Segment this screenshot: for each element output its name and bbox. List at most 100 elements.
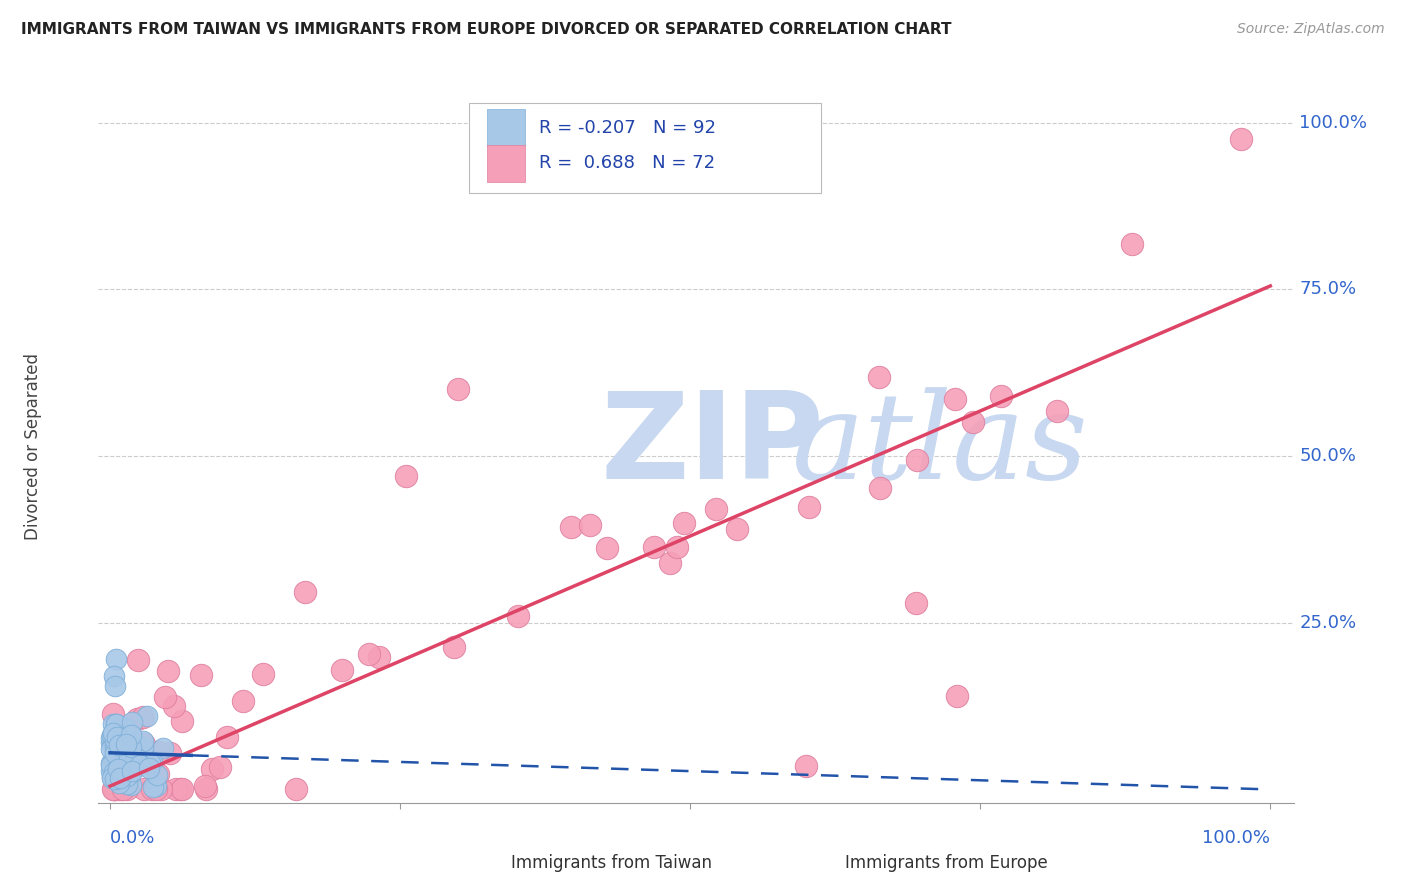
Text: 75.0%: 75.0% <box>1299 280 1357 298</box>
Point <box>142 756 165 771</box>
Point <box>141 781 163 796</box>
Point <box>121 764 143 779</box>
Point <box>447 382 470 396</box>
Point <box>560 520 582 534</box>
Point <box>117 731 139 746</box>
Point <box>104 746 127 760</box>
Point <box>105 760 128 774</box>
Point <box>252 667 274 681</box>
Point <box>103 751 125 765</box>
Point <box>112 781 135 796</box>
Point <box>905 453 928 467</box>
Point <box>157 664 180 678</box>
Text: Divorced or Separated: Divorced or Separated <box>24 352 42 540</box>
Point <box>105 751 128 765</box>
Point <box>104 733 127 747</box>
Point <box>105 728 128 742</box>
Point <box>104 746 127 760</box>
Point <box>990 389 1012 403</box>
Point <box>100 731 122 746</box>
Point <box>103 717 125 731</box>
Point <box>139 756 162 770</box>
Point <box>107 753 129 767</box>
Point <box>104 738 127 752</box>
Point <box>115 777 138 791</box>
Point <box>103 669 125 683</box>
Point <box>107 738 129 752</box>
Text: Source: ZipAtlas.com: Source: ZipAtlas.com <box>1237 22 1385 37</box>
Point <box>1230 132 1253 146</box>
Point <box>799 500 821 514</box>
Point <box>120 728 142 742</box>
Point <box>142 780 165 794</box>
Text: 100.0%: 100.0% <box>1202 830 1270 847</box>
Point <box>107 730 129 744</box>
Point <box>120 742 142 756</box>
Point <box>107 743 129 757</box>
Point <box>101 770 124 784</box>
Point <box>115 740 138 755</box>
Point <box>217 730 239 744</box>
Point <box>111 755 134 769</box>
Point <box>107 776 129 790</box>
Point <box>132 733 155 747</box>
Point <box>643 541 665 555</box>
Point <box>100 756 122 770</box>
Point <box>107 781 129 796</box>
Point <box>110 752 132 766</box>
Point <box>101 707 124 722</box>
Point <box>110 738 132 752</box>
Point <box>103 781 125 796</box>
Point <box>132 748 155 763</box>
Point <box>201 762 224 776</box>
Point <box>145 781 167 796</box>
FancyBboxPatch shape <box>810 849 839 876</box>
Point <box>152 740 174 755</box>
Point <box>330 663 353 677</box>
Point <box>104 781 127 796</box>
Point <box>666 540 689 554</box>
Point <box>124 737 146 751</box>
Point <box>121 761 143 775</box>
Point <box>132 710 155 724</box>
Text: R = -0.207   N = 92: R = -0.207 N = 92 <box>540 119 717 136</box>
Point <box>111 752 134 766</box>
Point <box>101 725 124 739</box>
Point <box>132 737 155 751</box>
Point <box>103 764 125 779</box>
Point <box>107 747 129 762</box>
Point <box>107 735 129 749</box>
Point <box>165 781 187 796</box>
Point <box>103 757 125 772</box>
FancyBboxPatch shape <box>475 849 505 876</box>
Point <box>285 781 308 796</box>
Point <box>794 759 817 773</box>
Point <box>112 771 135 785</box>
Point <box>395 469 418 483</box>
Point <box>110 751 132 765</box>
Point <box>100 742 122 756</box>
Point <box>104 717 127 731</box>
Point <box>294 585 316 599</box>
FancyBboxPatch shape <box>486 109 524 146</box>
Point <box>112 756 135 771</box>
Point <box>190 668 212 682</box>
Point <box>120 767 142 781</box>
Text: atlas: atlas <box>792 387 1088 505</box>
Point <box>170 714 193 728</box>
Point <box>443 640 465 654</box>
Point <box>114 753 136 767</box>
Point <box>110 781 132 796</box>
Point <box>108 734 131 748</box>
Point <box>149 781 172 796</box>
Point <box>124 751 146 765</box>
Text: Immigrants from Taiwan: Immigrants from Taiwan <box>510 855 711 872</box>
Point <box>148 767 170 781</box>
Point <box>232 693 254 707</box>
Point <box>359 647 381 661</box>
Point <box>1121 236 1143 251</box>
Point <box>115 721 138 735</box>
Point <box>104 652 127 666</box>
Point <box>105 737 128 751</box>
Point <box>209 760 232 774</box>
